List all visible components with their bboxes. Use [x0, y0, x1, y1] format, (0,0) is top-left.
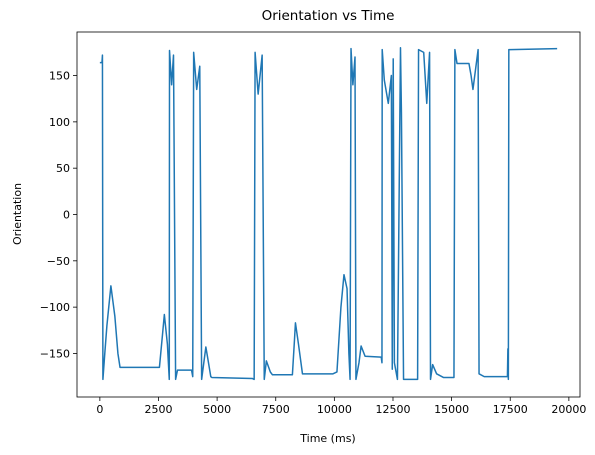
y-tick-label: 100	[49, 116, 70, 129]
plot-frame	[76, 31, 581, 398]
y-tick-label: 0	[63, 209, 70, 222]
y-tick-label: 150	[49, 70, 70, 83]
y-tick-label: −50	[47, 255, 70, 268]
x-tick-label: 0	[96, 403, 103, 416]
x-tick-label: 12500	[375, 403, 410, 416]
x-tick-label: 17500	[493, 403, 528, 416]
data-line	[99, 47, 558, 381]
y-tick-label: 50	[56, 162, 70, 175]
x-tick-label: 5000	[203, 403, 231, 416]
x-tick-label: 10000	[317, 403, 352, 416]
chart-title: Orientation vs Time	[262, 8, 395, 24]
x-axis-label: Time (ms)	[299, 432, 355, 445]
x-tick-label: 7500	[262, 403, 290, 416]
y-axis-label: Orientation	[11, 183, 24, 245]
y-tick-label: −100	[40, 301, 70, 314]
x-tick-label: 2500	[144, 403, 172, 416]
y-tick-label: −150	[40, 347, 70, 360]
x-tick-label: 15000	[434, 403, 469, 416]
x-tick-label: 20000	[551, 403, 586, 416]
